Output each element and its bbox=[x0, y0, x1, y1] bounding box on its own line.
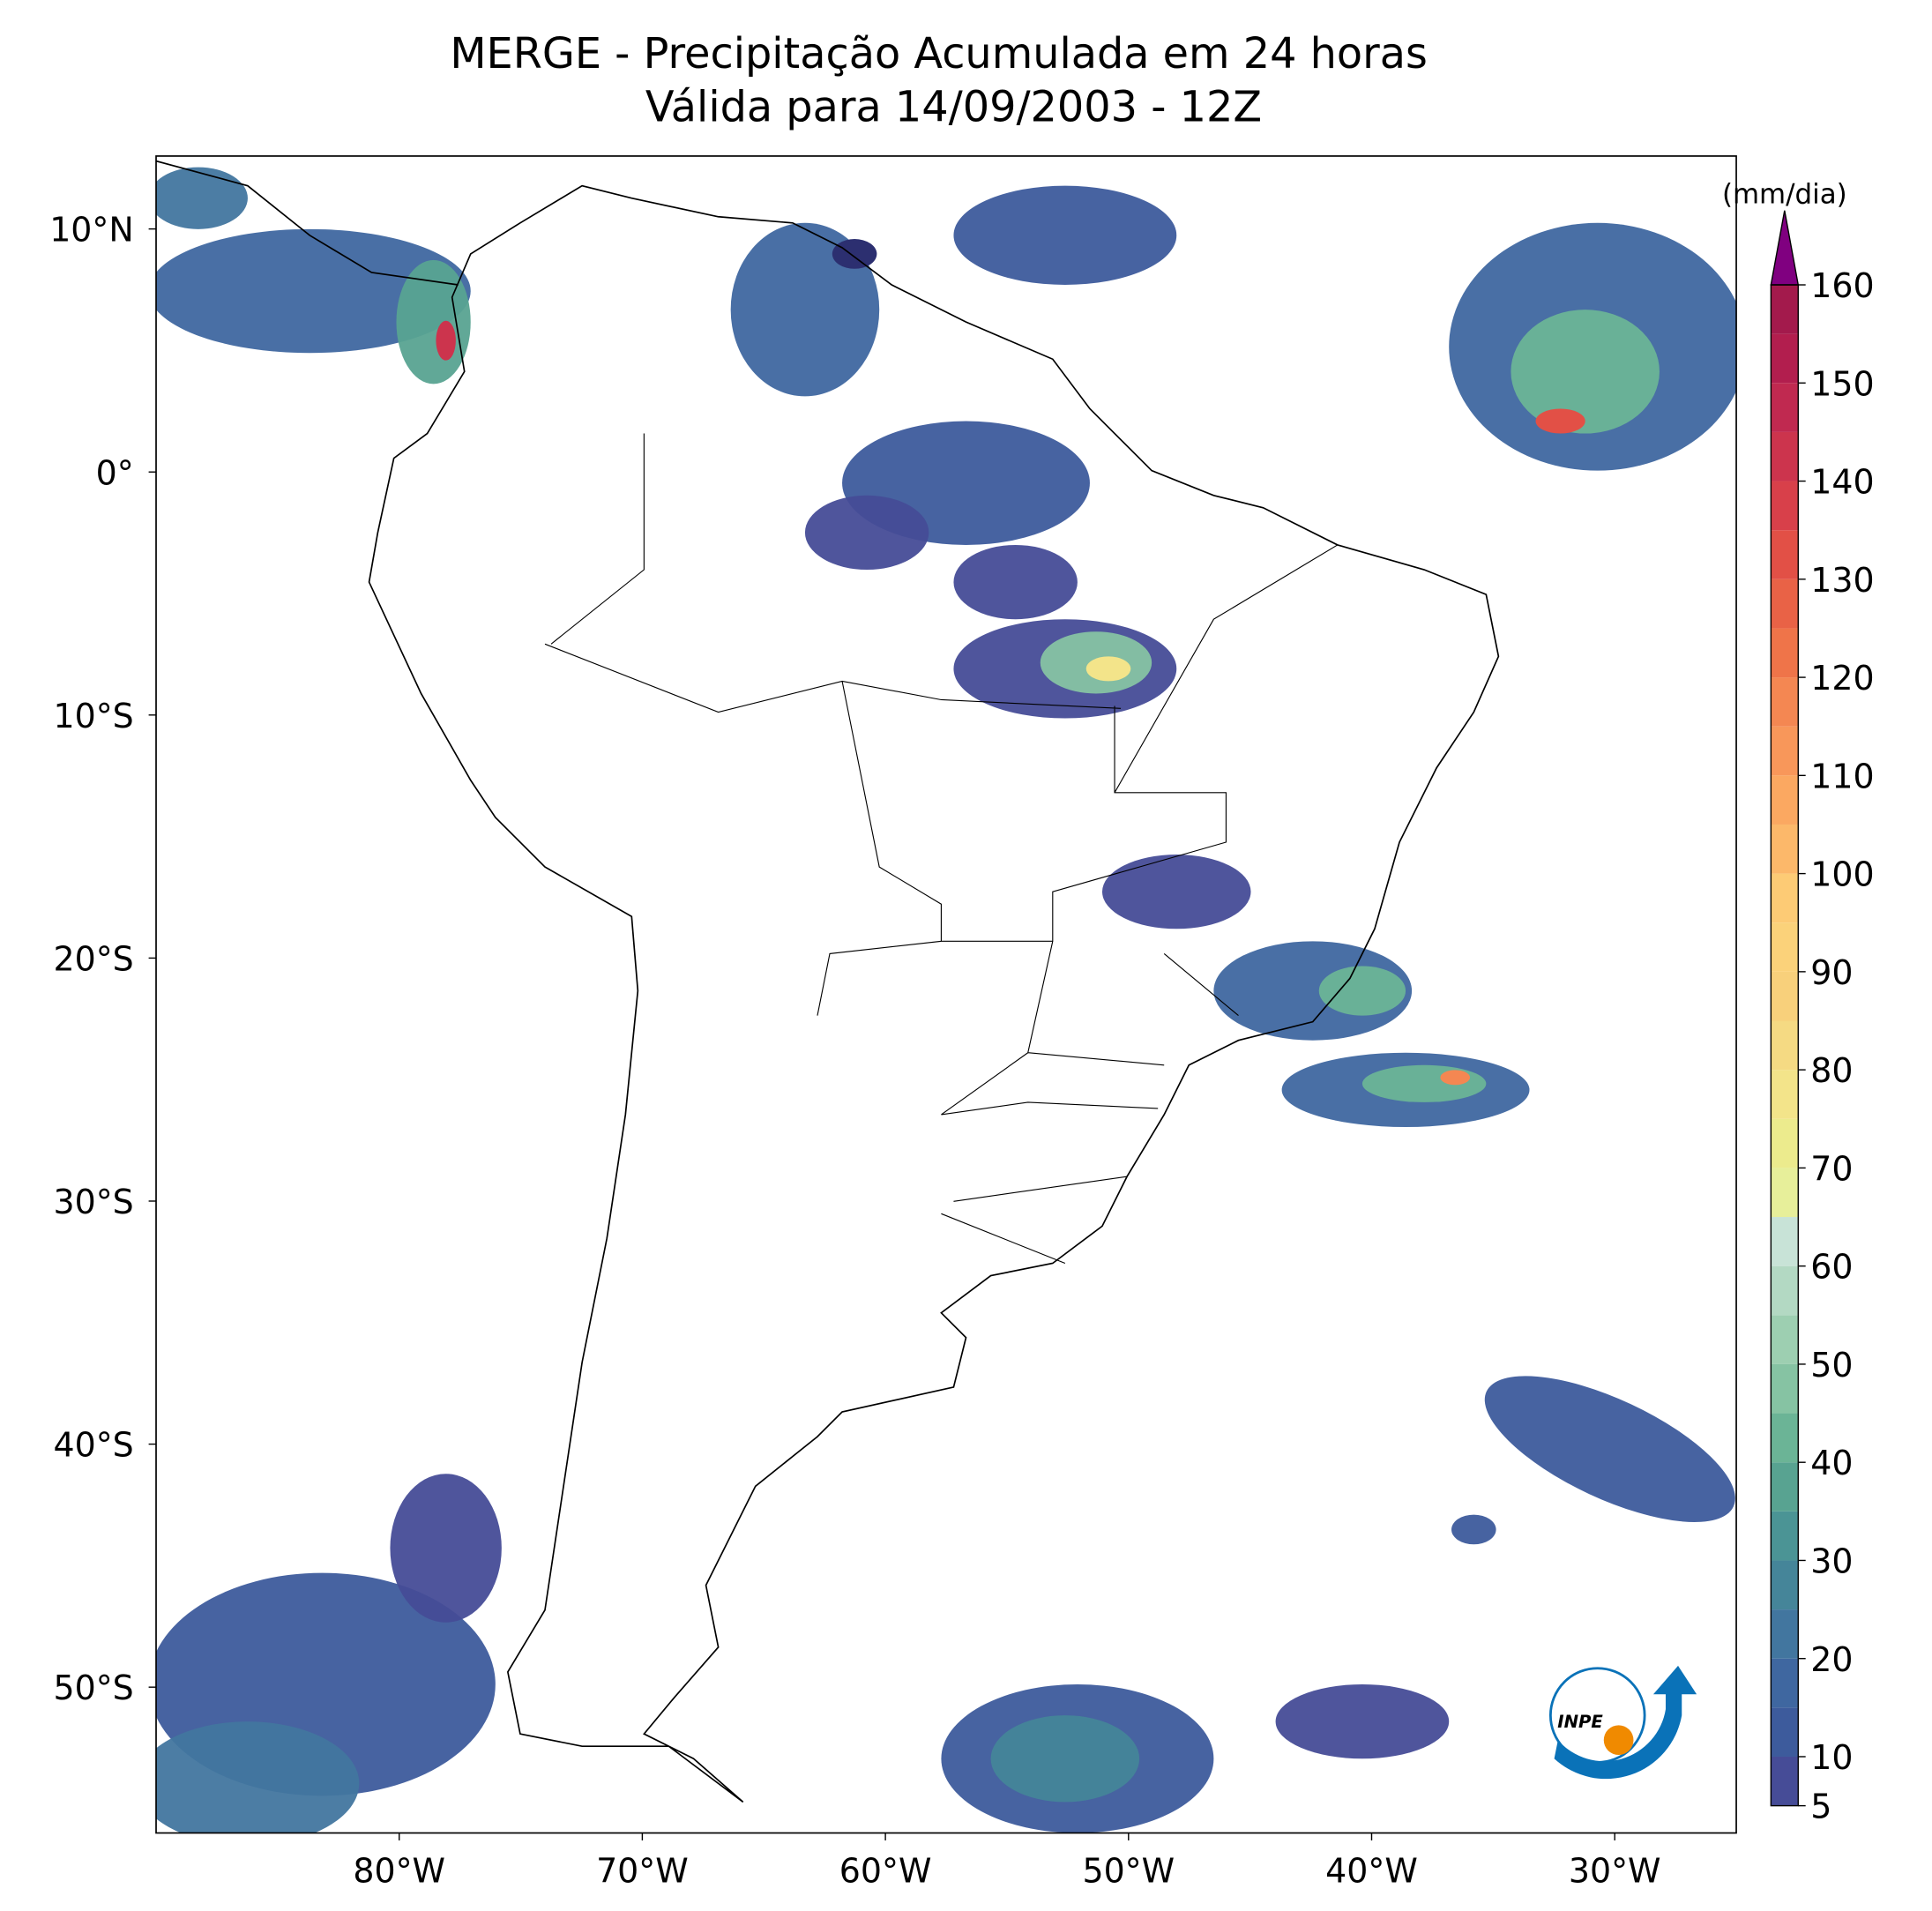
y-tick-label: 0° bbox=[96, 453, 134, 492]
x-tick-label: 80°W bbox=[353, 1852, 445, 1891]
logo-text: INPE bbox=[1557, 1712, 1603, 1732]
colorbar-segment bbox=[1771, 1363, 1799, 1414]
colorbar-segment bbox=[1771, 431, 1799, 481]
colorbar-segment bbox=[1771, 1462, 1799, 1512]
colorbar-tick-label: 110 bbox=[1810, 757, 1874, 795]
title: MERGE - Precipitação Acumulada em 24 hor… bbox=[450, 30, 1428, 78]
colorbar-segment bbox=[1771, 726, 1799, 776]
colorbar-segment bbox=[1771, 873, 1799, 923]
colorbar-tick-label: 5 bbox=[1810, 1788, 1831, 1826]
x-tick-label: 40°W bbox=[1325, 1852, 1418, 1891]
x-tick-label: 60°W bbox=[839, 1852, 932, 1891]
y-tick-label: 30°S bbox=[53, 1183, 133, 1221]
colorbar-segment bbox=[1771, 1168, 1799, 1218]
colorbar-frame bbox=[1770, 284, 1799, 1807]
colorbar-extend bbox=[1770, 210, 1800, 286]
borders bbox=[544, 433, 1339, 1265]
colorbar-segment bbox=[1771, 1413, 1799, 1463]
colorbar-tick-label: 90 bbox=[1810, 953, 1853, 992]
colorbar-segment bbox=[1771, 1020, 1799, 1071]
y-tick-label: 20°S bbox=[53, 939, 133, 978]
colorbar-segment bbox=[1771, 530, 1799, 579]
colorbar-segment bbox=[1771, 1265, 1799, 1316]
colorbar-tick-label: 10 bbox=[1810, 1738, 1853, 1777]
colorbar-segment bbox=[1771, 1511, 1799, 1561]
coastline bbox=[156, 160, 1500, 1803]
colorbar-tick-label: 40 bbox=[1810, 1444, 1853, 1482]
colorbar-segment bbox=[1771, 1609, 1799, 1659]
colorbar-segment bbox=[1771, 971, 1799, 1021]
y-tick-label: 50°S bbox=[53, 1668, 133, 1707]
colorbar-label: (mm/dia) bbox=[1722, 178, 1847, 210]
colorbar-tick-label: 60 bbox=[1810, 1248, 1853, 1287]
colorbar-segment bbox=[1771, 824, 1799, 874]
colorbar-segment bbox=[1771, 1756, 1799, 1806]
y-tick-label: 10°S bbox=[53, 697, 133, 735]
colorbar-segment bbox=[1771, 333, 1799, 384]
colorbar-segment bbox=[1771, 285, 1799, 334]
colorbar-segment bbox=[1771, 383, 1799, 432]
map-area bbox=[156, 160, 1737, 1833]
colorbar-segment bbox=[1771, 628, 1799, 678]
x-tick-label: 50°W bbox=[1082, 1852, 1175, 1891]
colorbar-segment bbox=[1771, 775, 1799, 825]
colorbar-segment bbox=[1771, 677, 1799, 727]
colorbar-tick-label: 160 bbox=[1810, 266, 1874, 305]
subtitle: Válida para 14/09/2003 - 12Z bbox=[645, 84, 1262, 132]
colorbar-tick-label: 70 bbox=[1810, 1149, 1853, 1188]
plot-frame bbox=[155, 155, 1737, 1834]
colorbar-tick-label: 120 bbox=[1810, 659, 1874, 698]
colorbar-segment bbox=[1771, 1658, 1799, 1708]
y-tick-label: 40°S bbox=[53, 1426, 133, 1465]
logo: INPE bbox=[1548, 1665, 1697, 1780]
colorbar-tick-label: 130 bbox=[1810, 561, 1874, 600]
colorbar-segment bbox=[1771, 1315, 1799, 1364]
colorbar-tick-label: 50 bbox=[1810, 1346, 1853, 1385]
colorbar-segment bbox=[1771, 1070, 1799, 1119]
precipitation bbox=[156, 167, 1737, 1833]
colorbar-segment bbox=[1771, 481, 1799, 531]
x-tick-label: 30°W bbox=[1569, 1852, 1661, 1891]
colorbar-segment bbox=[1771, 1560, 1799, 1610]
colorbar-segment bbox=[1771, 1118, 1799, 1168]
colorbar-segment bbox=[1771, 1217, 1799, 1266]
x-tick-label: 70°W bbox=[596, 1852, 689, 1891]
colorbar-tick-label: 140 bbox=[1810, 463, 1874, 502]
colorbar-tick-label: 100 bbox=[1810, 855, 1874, 894]
colorbar-segment bbox=[1771, 922, 1799, 972]
colorbar-tick-label: 150 bbox=[1810, 364, 1874, 403]
colorbar-segment bbox=[1771, 579, 1799, 629]
y-tick-label: 10°N bbox=[49, 211, 134, 250]
colorbar-tick-label: 30 bbox=[1810, 1542, 1853, 1581]
colorbar-segment bbox=[1771, 1707, 1799, 1757]
colorbar-tick-label: 20 bbox=[1810, 1640, 1853, 1679]
colorbar-tick-label: 80 bbox=[1810, 1051, 1853, 1090]
